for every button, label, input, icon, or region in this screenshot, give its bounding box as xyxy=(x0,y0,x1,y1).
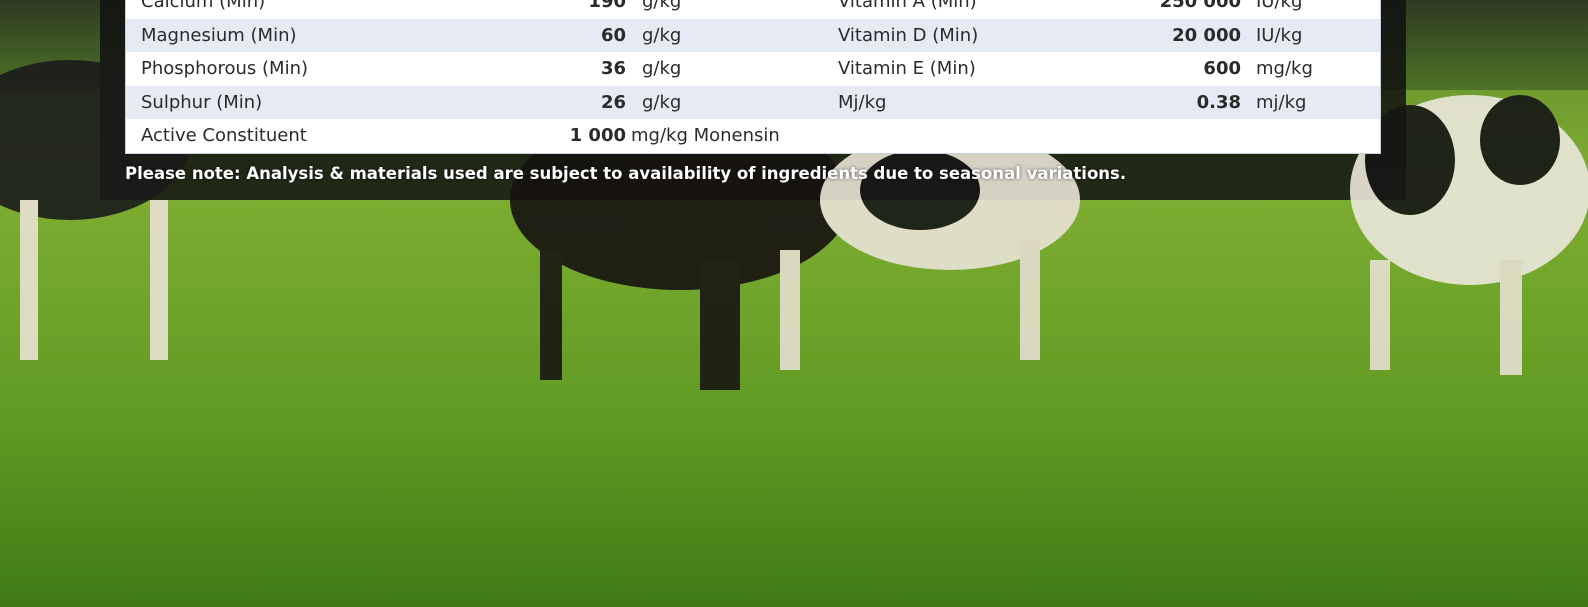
cell-unit: mj/kg xyxy=(1256,86,1306,120)
page: Calcium (Min) 190 g/kg Vitamin A (Min) 250 0… xyxy=(0,0,1588,607)
table-row: Calcium (Min) 190 g/kg Vitamin A (Min) 250 0… xyxy=(126,0,1380,19)
cell-label: Vitamin A (Min) xyxy=(838,0,977,19)
table-row: Magnesium (Min) 60 g/kg Vitamin D (Min) 20 0… xyxy=(126,19,1380,53)
cell-label: Vitamin D (Min) xyxy=(838,19,978,53)
table-row: Sulphur (Min) 26 g/kg Mj/kg 0.38 mj/kg xyxy=(126,86,1380,120)
cell-unit: mg/kg Monensin xyxy=(631,119,780,153)
cell-value: 36 xyxy=(601,52,626,86)
cell-label: Vitamin E (Min) xyxy=(838,52,976,86)
cell-label: Phosphorous (Min) xyxy=(141,52,308,86)
cell-unit: g/kg xyxy=(642,19,681,53)
cell-value: 190 xyxy=(588,0,626,19)
note-label: Please note: xyxy=(125,164,241,183)
cell-unit: g/kg xyxy=(642,52,681,86)
table-row: Phosphorous (Min) 36 g/kg Vitamin E (Min) 60… xyxy=(126,52,1380,86)
note-text: Analysis & materials used are subject to… xyxy=(246,164,1126,183)
analysis-table: Calcium (Min) 190 g/kg Vitamin A (Min) 250 0… xyxy=(125,0,1381,154)
cell-unit: IU/kg xyxy=(1256,19,1302,53)
cell-unit: g/kg xyxy=(642,86,681,120)
cell-value: 250 000 xyxy=(1160,0,1241,19)
cell-value: 0.38 xyxy=(1197,86,1241,120)
cell-label: Active Constituent xyxy=(141,119,307,153)
cell-label: Magnesium (Min) xyxy=(141,19,297,53)
note: Please note: Analysis & materials used a… xyxy=(125,164,1126,183)
cell-value: 1 000 xyxy=(570,119,626,153)
cell-value: 60 xyxy=(601,19,626,53)
cell-unit: g/kg xyxy=(642,0,681,19)
cell-value: 20 000 xyxy=(1172,19,1241,53)
cell-unit: mg/kg xyxy=(1256,52,1313,86)
cell-value: 26 xyxy=(601,86,626,120)
cell-value: 600 xyxy=(1203,52,1241,86)
cell-label: Mj/kg xyxy=(838,86,886,120)
cell-unit: IU/kg xyxy=(1256,0,1302,19)
cell-label: Calcium (Min) xyxy=(141,0,265,19)
cell-label: Sulphur (Min) xyxy=(141,86,262,120)
